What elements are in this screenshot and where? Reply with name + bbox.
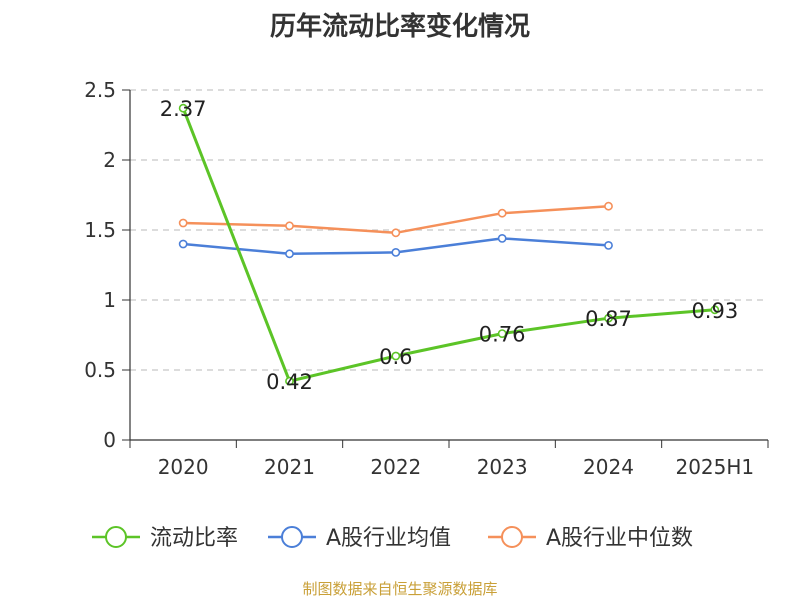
- grid-layer: [130, 89, 768, 371]
- y-tick-label: 1.5: [84, 218, 116, 242]
- data-point: [178, 239, 188, 249]
- series-line-0: [181, 107, 715, 383]
- data-point: [497, 233, 507, 243]
- x-tick-label: 2020: [158, 455, 209, 479]
- legend-label: A股行业均值: [326, 526, 451, 551]
- data-point: [285, 221, 294, 231]
- x-tick-label: 2021: [264, 455, 315, 479]
- x-tick-label: 2024: [583, 455, 634, 479]
- legend-marker-icon: [501, 526, 523, 548]
- data-label: 0.76: [479, 323, 526, 347]
- data-point: [285, 249, 294, 259]
- data-label-layer: 2.37 0.42 0.6 0.76 0.87 0.93: [160, 97, 738, 394]
- data-point: [710, 305, 720, 315]
- x-tick-label: 2025H1: [675, 455, 754, 479]
- data-point: [497, 329, 507, 338]
- data-label: 0.93: [691, 299, 738, 323]
- data-point: [178, 218, 188, 228]
- data-point: [604, 201, 613, 211]
- axis-layer: 0 0.5 1 1.5 2 2.5 2020 2021 2022 2023 2024 2025H1: [84, 78, 769, 479]
- data-label: 0.42: [266, 370, 313, 394]
- data-label: 2.37: [160, 97, 207, 121]
- data-point: [497, 208, 507, 218]
- data-label: 0.6: [379, 345, 412, 369]
- legend-label: A股行业中位数: [546, 526, 693, 551]
- data-point: [285, 376, 294, 386]
- data-point: [391, 351, 401, 361]
- source-footer: 制图数据来自恒生聚源数据库: [302, 580, 498, 598]
- y-tick-label: 2.5: [84, 78, 116, 102]
- series-layer: [178, 103, 720, 386]
- data-point: [178, 103, 188, 113]
- y-tick-label: 1: [103, 288, 116, 312]
- y-tick-label: 0.5: [84, 358, 116, 382]
- y-tick-label: 0: [103, 428, 116, 452]
- legend-marker-icon: [105, 526, 127, 548]
- data-point: [604, 313, 613, 323]
- legend-marker-icon: [281, 526, 303, 548]
- x-tick-label: 2023: [477, 455, 528, 479]
- legend: 流动比率 A股行业均值 A股行业中位数: [92, 526, 693, 551]
- data-point: [604, 240, 613, 250]
- data-point: [391, 247, 401, 257]
- data-label: 0.87: [585, 307, 632, 331]
- legend-label: 流动比率: [150, 526, 238, 551]
- data-point: [391, 228, 401, 238]
- x-tick-label: 2022: [370, 455, 421, 479]
- chart-title: 历年流动比率变化情况: [269, 12, 530, 42]
- y-tick-label: 2: [103, 148, 116, 172]
